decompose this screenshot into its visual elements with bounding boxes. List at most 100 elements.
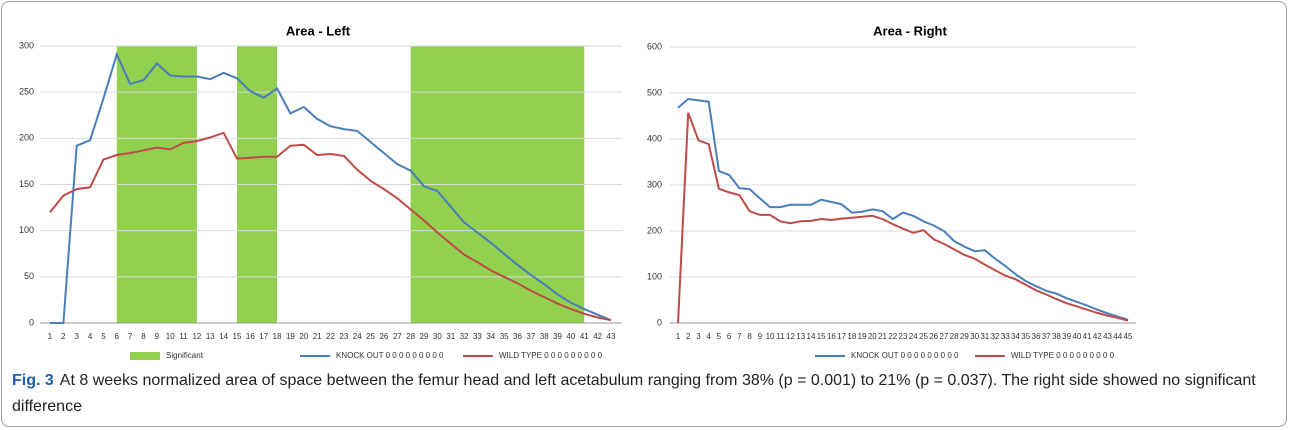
y-tick-label: 300 — [19, 40, 34, 50]
x-tick-label: 1 — [676, 332, 681, 341]
chart-title: Area - Right — [873, 23, 947, 38]
y-tick-label: 600 — [647, 41, 662, 51]
chart-title: Area - Left — [286, 23, 351, 38]
x-tick-label: 24 — [909, 332, 918, 341]
legend-label: WILD TYPE 0 0 0 0 0 0 0 0 0 — [499, 351, 603, 360]
x-tick-label: 9 — [758, 332, 763, 341]
x-tick-label: 37 — [526, 332, 535, 341]
x-tick-label: 14 — [807, 332, 816, 341]
x-tick-label: 41 — [580, 332, 589, 341]
x-tick-label: 30 — [970, 332, 979, 341]
x-tick-label: 3 — [74, 332, 79, 341]
x-tick-label: 15 — [817, 332, 826, 341]
x-tick-label: 24 — [353, 332, 362, 341]
x-tick-label: 32 — [460, 332, 469, 341]
x-tick-label: 36 — [1032, 332, 1041, 341]
x-tick-label: 12 — [786, 332, 795, 341]
x-tick-label: 9 — [155, 332, 160, 341]
y-tick-label: 150 — [19, 179, 34, 189]
x-tick-label: 7 — [737, 332, 742, 341]
x-tick-label: 22 — [888, 332, 897, 341]
x-tick-label: 4 — [88, 332, 93, 341]
x-tick-label: 18 — [273, 332, 282, 341]
x-tick-label: 10 — [166, 332, 175, 341]
series-line — [50, 51, 612, 324]
y-tick-label: 400 — [647, 133, 662, 143]
x-tick-label: 13 — [206, 332, 215, 341]
x-tick-label: 12 — [192, 332, 201, 341]
x-tick-label: 7 — [128, 332, 133, 341]
y-tick-label: 300 — [647, 179, 662, 189]
x-tick-label: 16 — [246, 332, 255, 341]
x-tick-label: 34 — [486, 332, 495, 341]
caption-label: Fig. 3 — [12, 372, 54, 389]
y-tick-label: 200 — [19, 133, 34, 143]
x-tick-label: 38 — [540, 332, 549, 341]
y-tick-label: 50 — [24, 271, 34, 281]
y-tick-label: 500 — [647, 87, 662, 97]
x-tick-label: 26 — [929, 332, 938, 341]
x-tick-label: 41 — [1083, 332, 1092, 341]
caption-text: At 8 weeks normalized area of space betw… — [12, 372, 1256, 415]
x-tick-label: 38 — [1052, 332, 1061, 341]
x-tick-label: 42 — [1093, 332, 1102, 341]
y-tick-label: 0 — [29, 317, 34, 327]
x-tick-label: 34 — [1011, 332, 1020, 341]
x-tick-label: 19 — [286, 332, 295, 341]
x-tick-label: 8 — [141, 332, 146, 341]
x-tick-label: 40 — [566, 332, 575, 341]
legend-label: Significant — [166, 351, 204, 360]
x-tick-label: 27 — [939, 332, 948, 341]
legend-label: KNOCK OUT 0 0 0 0 0 0 0 0 0 — [336, 351, 444, 360]
x-tick-label: 20 — [868, 332, 877, 341]
x-tick-label: 11 — [179, 332, 188, 341]
series-line — [49, 131, 612, 322]
x-tick-label: 17 — [837, 332, 846, 341]
x-tick-label: 22 — [326, 332, 335, 341]
x-tick-label: 4 — [706, 332, 711, 341]
x-tick-label: 37 — [1042, 332, 1051, 341]
x-tick-label: 43 — [1103, 332, 1112, 341]
x-tick-label: 11 — [776, 332, 785, 341]
x-tick-label: 14 — [219, 332, 228, 341]
series-line — [677, 97, 1129, 321]
x-tick-label: 43 — [607, 332, 616, 341]
x-tick-label: 2 — [686, 332, 691, 341]
y-tick-label: 200 — [647, 225, 662, 235]
x-tick-label: 6 — [115, 332, 120, 341]
x-tick-label: 20 — [299, 332, 308, 341]
x-tick-label: 16 — [827, 332, 836, 341]
x-tick-label: 29 — [960, 332, 969, 341]
x-tick-label: 31 — [446, 332, 455, 341]
x-tick-label: 25 — [919, 332, 928, 341]
x-tick-label: 18 — [847, 332, 856, 341]
x-tick-label: 5 — [101, 332, 106, 341]
y-tick-label: 100 — [19, 225, 34, 235]
x-tick-label: 28 — [406, 332, 415, 341]
x-tick-label: 13 — [796, 332, 805, 341]
x-tick-label: 26 — [379, 332, 388, 341]
x-tick-label: 32 — [991, 332, 1000, 341]
x-tick-label: 42 — [593, 332, 602, 341]
y-tick-label: 0 — [657, 317, 662, 327]
x-tick-label: 2 — [61, 332, 66, 341]
x-tick-label: 33 — [1001, 332, 1010, 341]
x-tick-label: 44 — [1113, 332, 1122, 341]
x-tick-label: 36 — [513, 332, 522, 341]
x-tick-label: 23 — [899, 332, 908, 341]
x-tick-label: 8 — [747, 332, 752, 341]
x-tick-label: 1 — [48, 332, 53, 341]
x-tick-label: 30 — [433, 332, 442, 341]
x-tick-label: 40 — [1072, 332, 1081, 341]
x-tick-label: 17 — [259, 332, 268, 341]
x-tick-label: 35 — [1021, 332, 1030, 341]
x-tick-label: 3 — [696, 332, 701, 341]
legend-label: WILD TYPE 0 0 0 0 0 0 0 0 0 — [1011, 351, 1115, 360]
x-tick-label: 29 — [420, 332, 429, 341]
x-tick-label: 31 — [980, 332, 989, 341]
x-tick-label: 19 — [858, 332, 867, 341]
x-tick-label: 28 — [950, 332, 959, 341]
legend-label: KNOCK OUT 0 0 0 0 0 0 0 0 0 — [851, 351, 959, 360]
